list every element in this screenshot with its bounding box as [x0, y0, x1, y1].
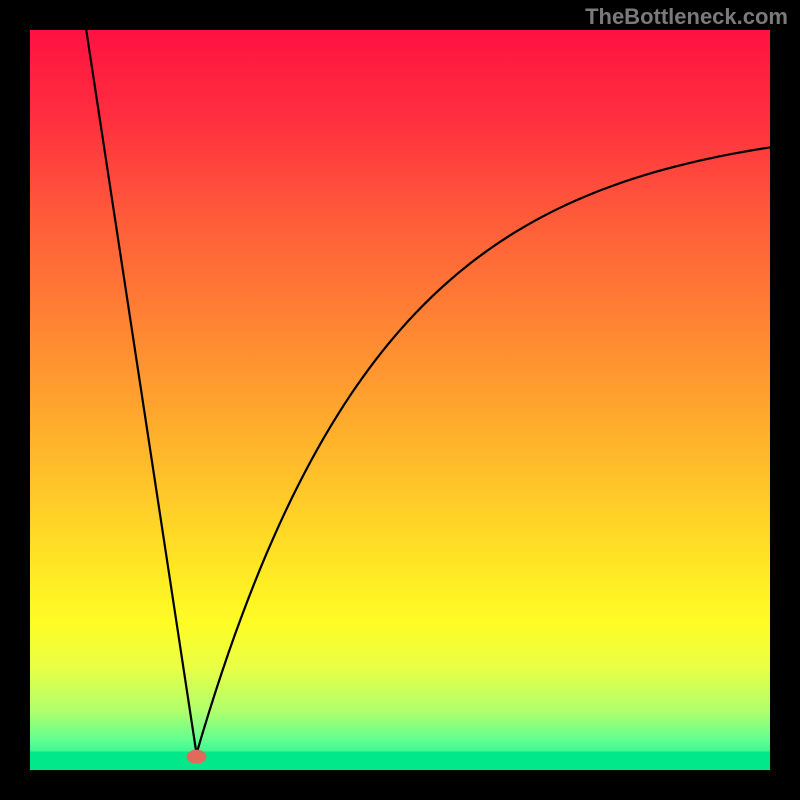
- bottleneck-chart: [30, 30, 770, 770]
- optimal-point-marker: [187, 750, 207, 764]
- chart-area: [30, 30, 770, 770]
- root-container: TheBottleneck.com: [0, 0, 800, 800]
- bottom-green-band: [30, 752, 770, 771]
- watermark-text: TheBottleneck.com: [585, 4, 788, 30]
- gradient-background: [30, 30, 770, 770]
